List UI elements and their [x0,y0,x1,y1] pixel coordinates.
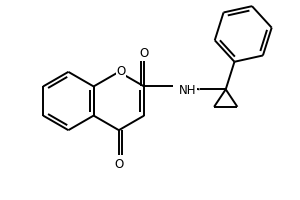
Text: O: O [114,158,124,171]
Text: O: O [140,47,149,60]
Text: NH: NH [178,84,196,97]
Text: O: O [116,65,125,78]
